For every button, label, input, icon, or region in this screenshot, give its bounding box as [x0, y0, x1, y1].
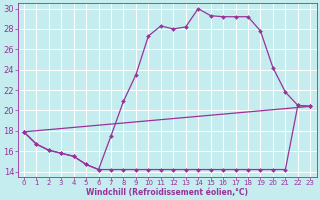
- X-axis label: Windchill (Refroidissement éolien,°C): Windchill (Refroidissement éolien,°C): [86, 188, 248, 197]
